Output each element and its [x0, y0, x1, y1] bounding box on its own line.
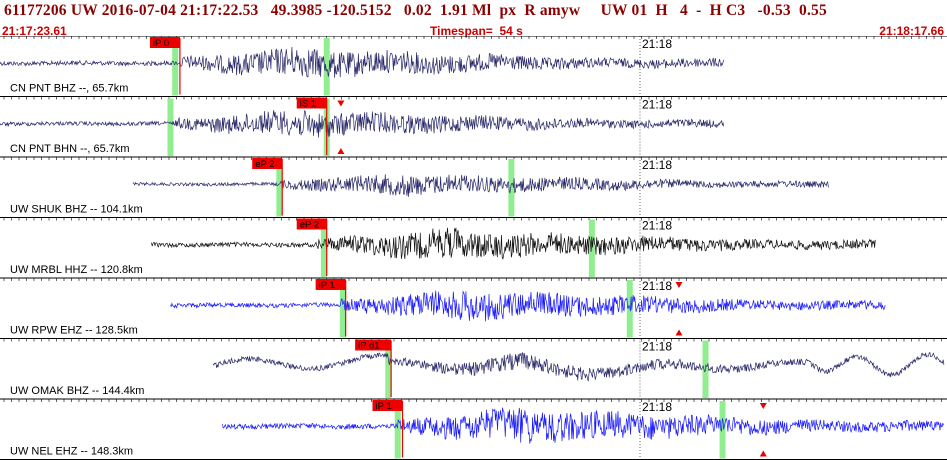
amp-marker-icon[interactable] — [337, 148, 345, 154]
timespan: Timespan= 54 s — [430, 24, 523, 38]
pick-flag[interactable] — [296, 97, 327, 109]
theoretical-phase-bar — [588, 219, 595, 277]
waveform — [151, 227, 876, 260]
theoretical-phase-bar — [167, 98, 174, 156]
pick-label[interactable]: iP d1 — [358, 341, 379, 352]
station-label: UW MRBL HHZ -- 120.8km — [10, 264, 143, 276]
station-label: CN PNT BHN --, 65.7km — [10, 143, 130, 155]
waveform — [212, 351, 945, 382]
pick-flag[interactable] — [296, 218, 327, 230]
amp-marker-icon[interactable] — [675, 282, 683, 288]
station-label: UW NEL EHZ -- 148.3km — [10, 446, 133, 458]
waveform — [132, 174, 829, 197]
minute-label: 21:18 — [642, 279, 672, 293]
trace-row[interactable]: 21:18 iP 0 CN PNT BHZ --, 65.7km — [0, 36, 947, 97]
trace-row[interactable]: 21:18 iP 1 UW NEL EHZ -- 148.3km — [0, 398, 947, 460]
trace-row[interactable]: 21:18 eP 2 UW SHUK BHZ -- 104.1km — [0, 156, 947, 218]
seismogram-panel[interactable]: 21:18 iP 0 CN PNT BHZ --, 65.7km 21:18 iS 1 C… — [0, 36, 947, 460]
theoretical-phase-bar — [508, 159, 515, 217]
minute-label: 21:18 — [642, 400, 672, 414]
pick-label[interactable]: iS 1 — [300, 99, 316, 110]
header: 61177206 UW 2016-07-04 21:17:22.53 49.39… — [0, 0, 947, 38]
theoretical-phase-bar — [385, 340, 392, 398]
pick-label[interactable]: iP 1 — [319, 280, 335, 291]
amp-marker-icon[interactable] — [759, 450, 767, 457]
pick-flag[interactable] — [252, 158, 283, 169]
waveform — [222, 407, 944, 444]
pick-label[interactable]: eP 2 — [300, 220, 319, 231]
theoretical-phase-bar — [172, 38, 179, 96]
end-time: 21:18:17.66 — [879, 24, 944, 38]
pick-flag[interactable] — [372, 400, 403, 411]
station-label: CN PNT BHZ --, 65.7km — [10, 83, 128, 95]
waveform — [170, 290, 886, 322]
theoretical-phase-bar — [719, 401, 726, 459]
event-title: 61177206 UW 2016-07-04 21:17:22.53 49.39… — [4, 2, 827, 19]
waveform — [0, 110, 725, 138]
theoretical-phase-bar — [323, 38, 330, 96]
minute-label: 21:18 — [642, 219, 672, 233]
theoretical-phase-bar — [320, 219, 327, 277]
minute-label: 21:18 — [642, 340, 672, 354]
minute-label: 21:18 — [642, 158, 672, 172]
waveform — [0, 46, 725, 78]
theoretical-phase-bar — [276, 159, 283, 217]
start-time: 21:17:23.61 — [2, 24, 67, 38]
minute-label: 21:18 — [642, 37, 672, 51]
station-label: UW OMAK BHZ -- 144.4km — [10, 385, 144, 397]
pick-label[interactable]: iP 1 — [375, 401, 391, 412]
minute-label: 21:18 — [642, 98, 672, 112]
station-label: UW RPW EHZ -- 128.5km — [10, 325, 138, 337]
amp-marker-icon[interactable] — [675, 329, 683, 336]
amp-marker-icon[interactable] — [337, 100, 345, 107]
pick-label[interactable]: eP 2 — [255, 159, 274, 170]
pick-label[interactable]: iP 0 — [153, 38, 169, 49]
trace-row[interactable]: 21:18 iS 1 CN PNT BHN --, 65.7km — [0, 96, 947, 158]
trace-row[interactable]: 21:18 eP 2 UW MRBL HHZ -- 120.8km — [0, 217, 947, 279]
pick-flag[interactable] — [149, 37, 180, 48]
pick-flag[interactable] — [355, 339, 392, 351]
amp-marker-icon[interactable] — [759, 403, 767, 409]
theoretical-phase-bar — [394, 401, 401, 459]
theoretical-phase-bar — [339, 280, 346, 338]
station-label: UW SHUK BHZ -- 104.1km — [10, 204, 143, 216]
trace-row[interactable]: 21:18 iP d1 UW OMAK BHZ -- 144.4km — [0, 338, 947, 400]
pick-flag[interactable] — [315, 279, 346, 290]
trace-row[interactable]: 21:18 iP 1 UW RPW EHZ -- 128.5km — [0, 277, 947, 339]
